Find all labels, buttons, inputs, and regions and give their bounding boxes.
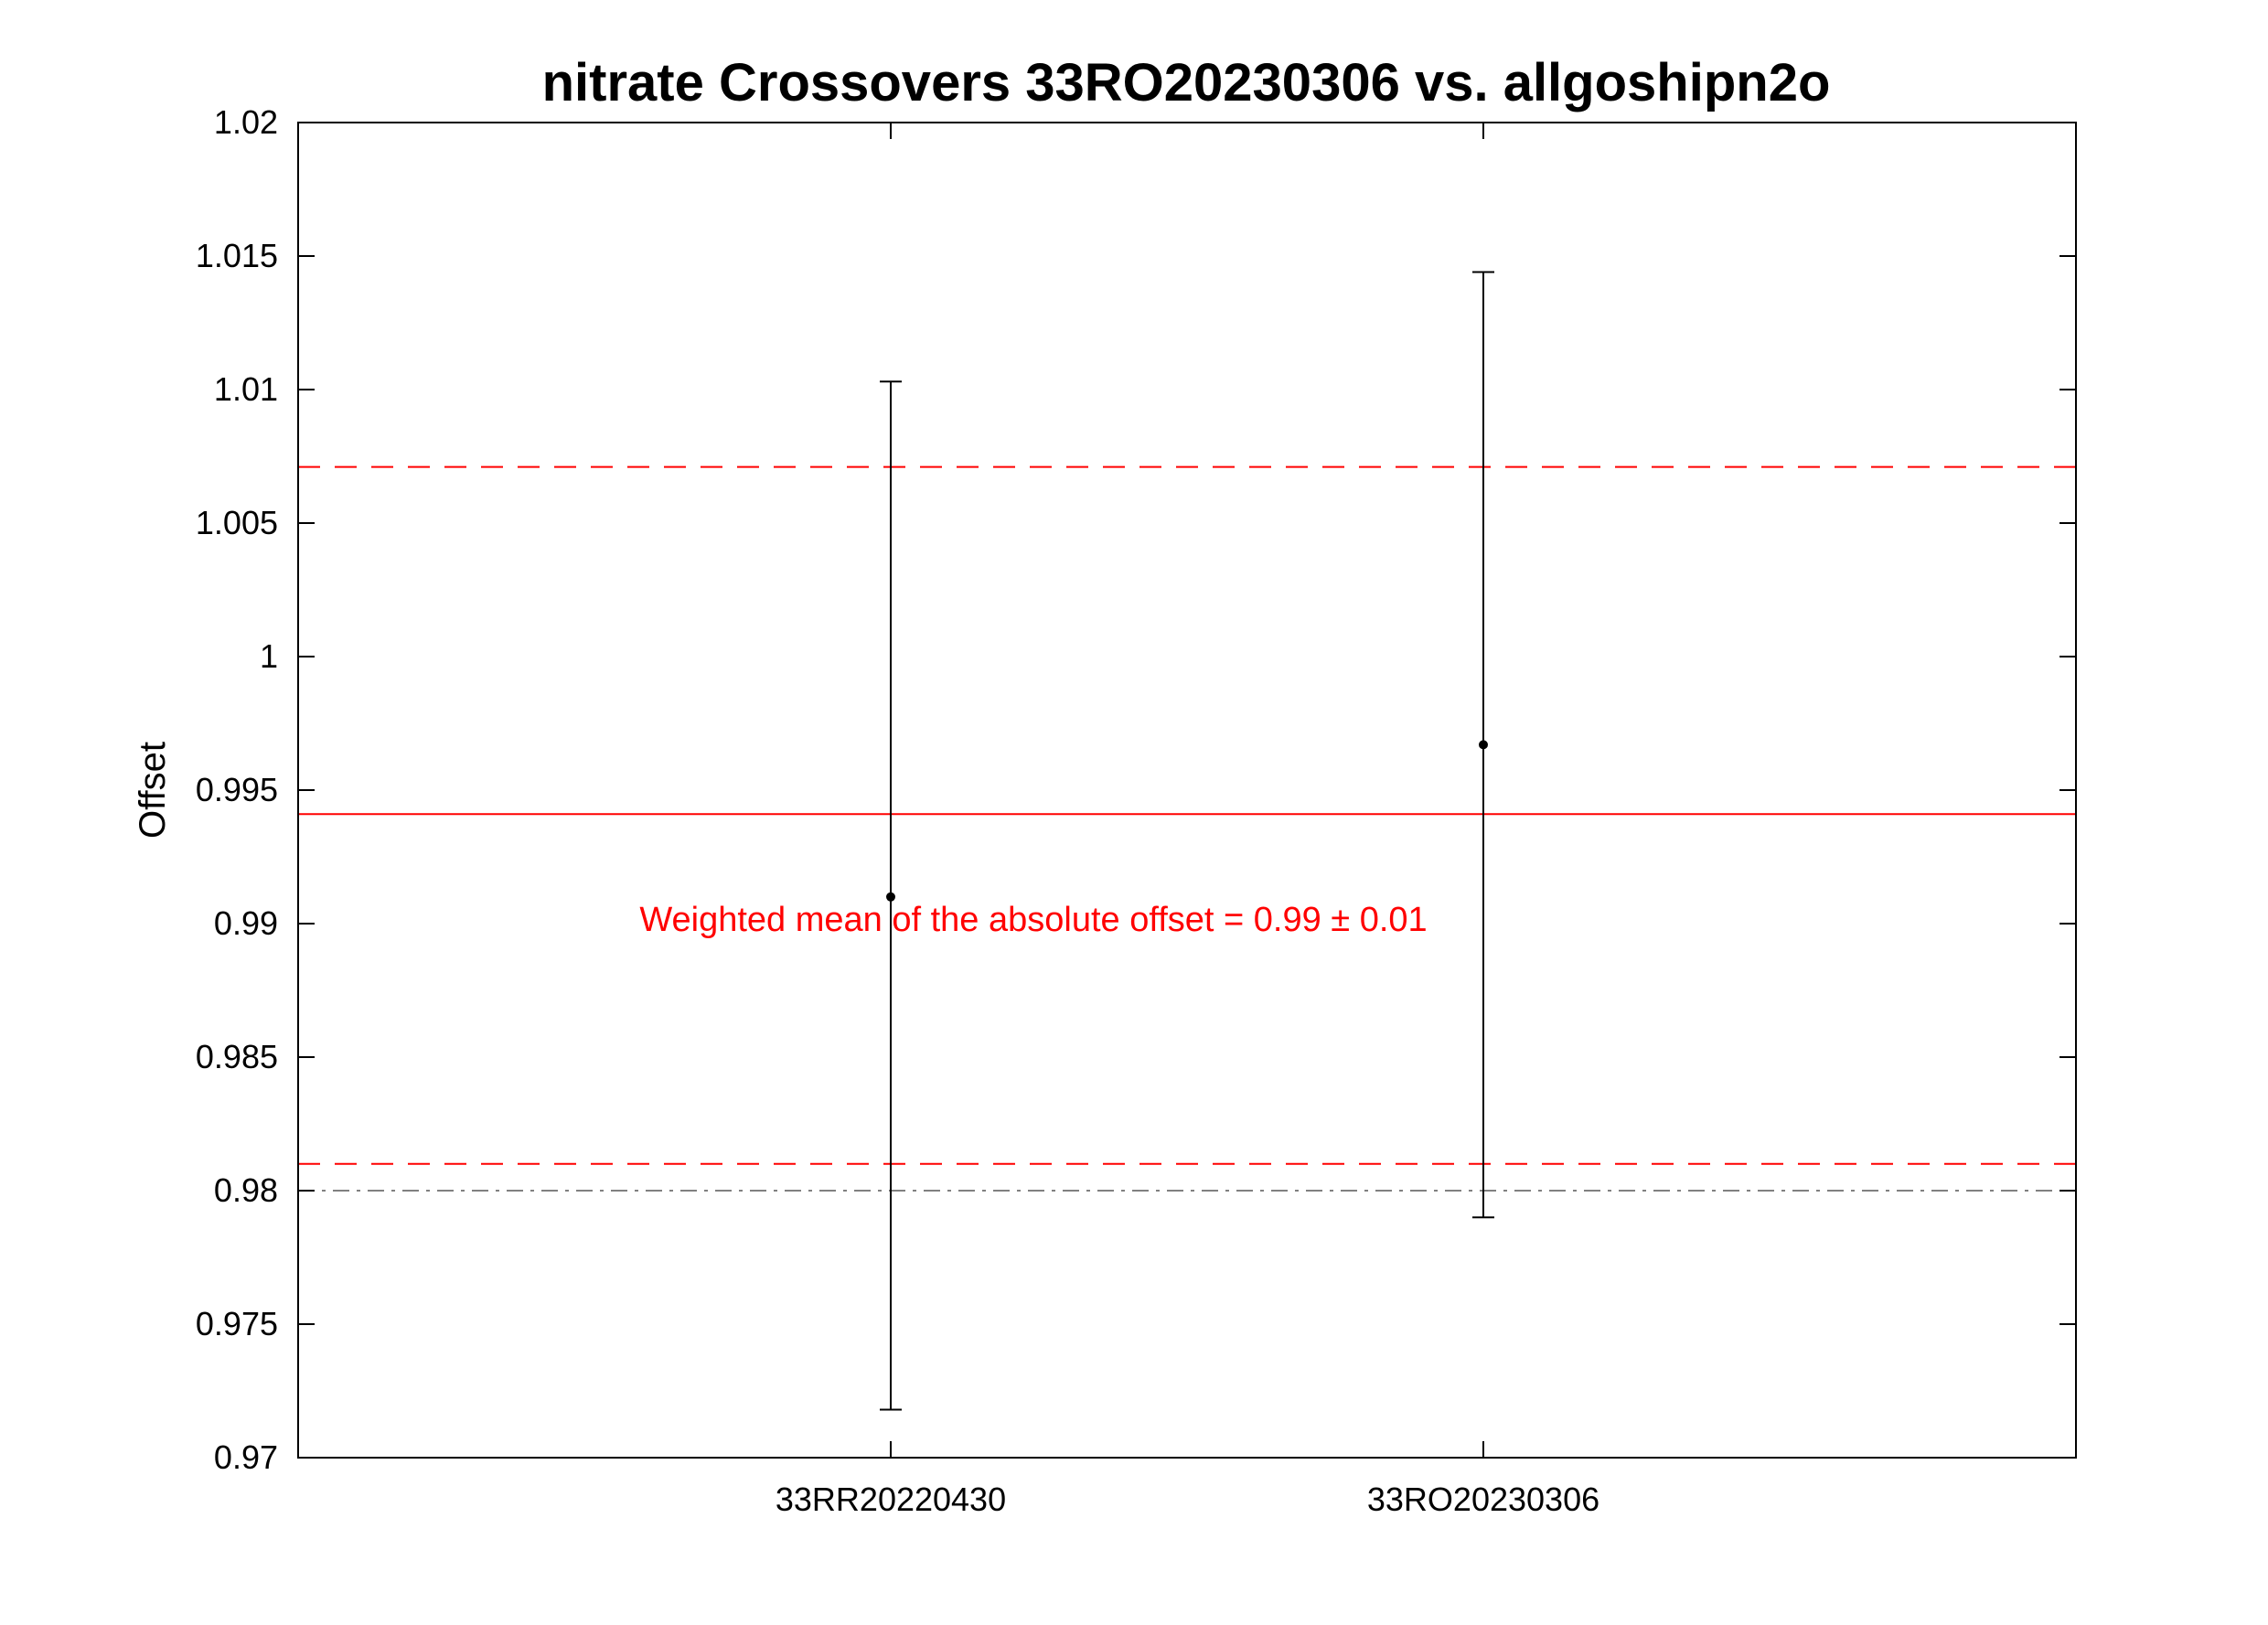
y-tick-label: 0.985 <box>196 1038 278 1075</box>
data-point <box>1479 740 1488 750</box>
annotation-weighted-mean: Weighted mean of the absolute offset = 0… <box>639 901 1427 939</box>
axes-box <box>297 122 2077 1459</box>
y-tick-label: 0.97 <box>214 1438 278 1476</box>
y-tick-label: 1.01 <box>214 370 278 408</box>
x-tick-label: 33RR20220430 <box>776 1481 1006 1518</box>
y-tick-label: 0.98 <box>214 1171 278 1209</box>
chart-title: nitrate Crossovers 33RO20230306 vs. allg… <box>542 53 1831 112</box>
y-tick-label: 1 <box>260 637 278 675</box>
data-point <box>886 892 895 902</box>
y-axis-label: Offset <box>133 742 173 839</box>
y-tick-label: 0.99 <box>214 904 278 942</box>
plot-area: 0.97 0.975 0.98 0.985 0.99 0.995 1 1.005 1.01 1.0… <box>196 103 2077 1518</box>
y-tick-label: 1.02 <box>214 103 278 141</box>
y-tick-label: 1.005 <box>196 504 278 541</box>
y-tick-label: 0.995 <box>196 771 278 808</box>
y-tick-label: 0.975 <box>196 1305 278 1342</box>
x-tick-label: 33RO20230306 <box>1367 1481 1599 1518</box>
y-tick-label: 1.015 <box>196 237 278 274</box>
